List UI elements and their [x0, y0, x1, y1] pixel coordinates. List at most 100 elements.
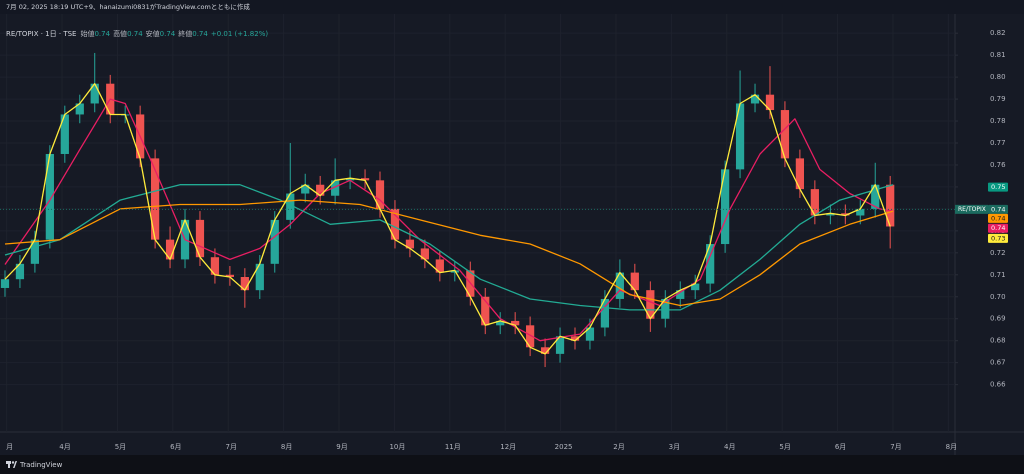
- candle-body: [15, 263, 25, 280]
- legend-field-value: 0.74: [127, 30, 143, 38]
- candle-body: [225, 274, 234, 277]
- x-tick-label: 11月: [445, 443, 461, 451]
- candle-body: [706, 244, 715, 284]
- plot: 0.66 0.67 0.68 0.69 0.70 0.71 0.72 0.73 0.74 0.75…: [0, 14, 1006, 451]
- y-tick-label: 0.77: [990, 139, 1006, 147]
- y-tick-label: 0.67: [990, 359, 1006, 367]
- candle-body: [405, 239, 415, 249]
- header-title: 7月 02, 2025 18:19 UTC+9、hanaizumi0831がTr…: [6, 2, 250, 11]
- x-tick-label: 9月: [336, 443, 347, 451]
- candle-body: [585, 327, 595, 341]
- candle-body: [195, 219, 205, 258]
- y-tick-label: 0.70: [990, 293, 1006, 301]
- x-tick-label: 6月: [170, 443, 181, 451]
- x-tick-label: 5月: [779, 443, 790, 451]
- y-tick-label: 0.78: [990, 117, 1006, 125]
- candle-body: [780, 110, 790, 159]
- x-tick-label: 10月: [389, 443, 405, 451]
- candle-body: [435, 259, 444, 273]
- x-tick-label: 月: [6, 443, 13, 451]
- candle-body: [150, 158, 160, 240]
- candle-body: [316, 184, 325, 196]
- x-tick-label: 8月: [946, 443, 957, 451]
- price-tag: [988, 213, 1008, 223]
- candle-body: [286, 193, 295, 220]
- y-tick-label: 0.82: [990, 29, 1006, 37]
- candle-body: [810, 189, 819, 216]
- candle-body: [735, 103, 745, 170]
- price-tag-label: 0.74: [991, 205, 1005, 213]
- candle-body: [615, 272, 624, 299]
- y-tick-label: 0.80: [990, 73, 1006, 81]
- candle-body: [90, 83, 99, 104]
- indicator-line: [4, 184, 894, 311]
- header-bar: [0, 0, 1024, 14]
- y-tick-label: 0.66: [990, 381, 1006, 389]
- y-tick-label: 0.68: [990, 337, 1006, 345]
- footer-brand: TradingView: [19, 461, 63, 469]
- candle-body: [60, 114, 69, 154]
- legend-field-label: 終値: [178, 29, 192, 38]
- price-tag: [988, 223, 1008, 233]
- price-tag-label: 0.75: [991, 183, 1005, 191]
- legend-field-label: 始値: [80, 29, 94, 38]
- candle-body: [270, 219, 279, 264]
- legend-field-label: 安値: [146, 29, 160, 38]
- series-name-label: RE/TOPIX: [958, 206, 986, 213]
- y-tick-label: 0.79: [990, 95, 1006, 103]
- candle-body: [526, 325, 535, 348]
- y-tick-label: 0.76: [990, 161, 1006, 169]
- legend-field-label: 高値: [113, 29, 127, 38]
- x-tick-label: 3月: [669, 443, 680, 451]
- candle-body: [600, 298, 610, 328]
- candle-body: [570, 336, 580, 341]
- candle-body: [255, 263, 264, 291]
- x-tick-label: 2025: [555, 443, 573, 451]
- legend-field-value: 0.74: [160, 30, 176, 38]
- legend-field-value: 0.74: [94, 30, 110, 38]
- x-tick-label: 4月: [59, 443, 70, 451]
- candle-body: [856, 208, 865, 216]
- candle-body: [360, 178, 370, 181]
- candle-body: [345, 178, 355, 181]
- candle-body: [210, 257, 220, 275]
- price-tag: [988, 233, 1008, 243]
- candle-body: [30, 239, 40, 264]
- indicator-line: [4, 83, 891, 355]
- logo-shape: [11, 461, 15, 464]
- candle-body: [826, 213, 835, 216]
- price-tag-label: 0.73: [991, 234, 1005, 242]
- candle-body: [555, 336, 565, 354]
- x-tick-label: 12月: [500, 443, 516, 451]
- candle-body: [375, 180, 385, 209]
- footer-bar: [0, 455, 1024, 474]
- candle-body: [676, 290, 685, 299]
- candle-body: [45, 153, 54, 240]
- y-tick-label: 0.72: [990, 249, 1006, 257]
- x-tick-label: 8月: [281, 443, 292, 451]
- candle-body: [420, 248, 429, 260]
- logo-shape: [8, 461, 10, 468]
- legend-field-value: 0.74: [192, 30, 208, 38]
- candle-body: [691, 283, 700, 291]
- candle-body: [331, 180, 340, 196]
- x-tick-label: 6月: [835, 443, 846, 451]
- x-tick-label: 4月: [724, 443, 735, 451]
- x-tick-label: 7月: [890, 443, 901, 451]
- legend-symbol: RE/TOPIX · 1日 · TSE: [6, 30, 76, 38]
- candle-body: [390, 208, 400, 240]
- indicator-line: [4, 199, 894, 307]
- candle-body: [646, 290, 655, 319]
- candle-body: [301, 184, 310, 194]
- x-tick-label: 5月: [115, 443, 126, 451]
- candle-body: [750, 94, 760, 104]
- y-tick-label: 0.81: [990, 51, 1006, 59]
- price-tag-label: 0.74: [991, 224, 1005, 232]
- x-tick-label: 7月: [225, 443, 236, 451]
- brand-logo: [6, 461, 17, 468]
- candle-body: [795, 158, 805, 190]
- candle-body: [165, 239, 175, 260]
- legend: RE/TOPIX · 1日 · TSE 始値0.74 高値0.74 安値0.74 終値0…: [6, 29, 268, 38]
